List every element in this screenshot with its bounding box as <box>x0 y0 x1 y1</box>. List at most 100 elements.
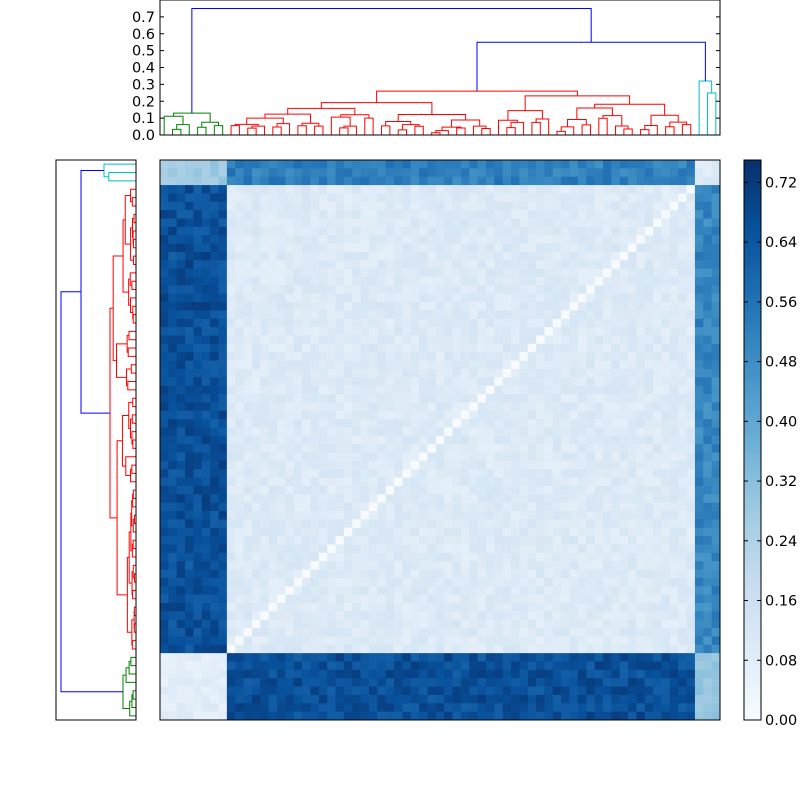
heatmap-cell <box>694 644 704 654</box>
heatmap-cell <box>694 527 704 537</box>
heatmap-cell <box>185 318 194 328</box>
heatmap-cell <box>251 469 261 479</box>
heatmap-cell <box>569 251 579 261</box>
heatmap-cell <box>419 160 428 169</box>
heatmap-cell <box>251 260 261 270</box>
heatmap-cell <box>644 561 654 570</box>
heatmap-cell <box>277 703 286 713</box>
heatmap-cell <box>460 377 470 387</box>
heatmap-cell <box>544 343 554 353</box>
heatmap-cell <box>536 435 545 445</box>
heatmap-cell <box>251 377 261 387</box>
heatmap-cell <box>544 485 554 495</box>
heatmap-cell <box>327 444 336 453</box>
heatmap-cell <box>653 586 662 596</box>
heatmap-cell <box>168 193 178 203</box>
heatmap-cell <box>251 586 261 596</box>
heatmap-cell <box>594 477 604 487</box>
heatmap-cell <box>519 661 529 671</box>
heatmap-cell <box>218 452 228 462</box>
heatmap-cell <box>661 185 671 194</box>
heatmap-cell <box>452 352 462 361</box>
heatmap-cell <box>368 260 378 270</box>
heatmap-cell <box>619 669 629 679</box>
heatmap-cell <box>168 277 178 286</box>
heatmap-cell <box>469 235 479 244</box>
heatmap-cell <box>552 335 562 345</box>
heatmap-cell <box>293 544 303 554</box>
heatmap-cell <box>611 251 621 261</box>
heatmap-cell <box>185 586 194 596</box>
heatmap-cell <box>235 661 244 671</box>
heatmap-cell <box>419 686 428 696</box>
heatmap-cell <box>193 302 203 311</box>
heatmap-cell <box>260 628 270 637</box>
heatmap-cell <box>160 452 169 462</box>
heatmap-cell <box>569 368 579 378</box>
heatmap-cell <box>577 703 587 713</box>
heatmap-cell <box>302 527 311 537</box>
heatmap-cell <box>619 310 629 320</box>
heatmap-cell <box>711 268 721 278</box>
heatmap-cell <box>460 310 470 320</box>
heatmap-cell <box>285 310 295 320</box>
heatmap-cell <box>360 519 370 529</box>
heatmap-cell <box>611 653 621 662</box>
heatmap-cell <box>168 628 178 637</box>
heatmap-cell <box>335 402 345 412</box>
heatmap-cell <box>377 628 387 637</box>
heatmap-cell <box>619 636 629 646</box>
heatmap-cell <box>502 527 512 537</box>
heatmap-cell <box>343 419 353 428</box>
heatmap-cell <box>243 586 253 596</box>
heatmap-cell <box>669 377 679 387</box>
heatmap-cell <box>201 686 211 696</box>
heatmap-cell <box>452 511 462 520</box>
heatmap-cell <box>644 686 654 696</box>
heatmap-cell <box>176 577 186 587</box>
heatmap-cell <box>201 226 211 236</box>
heatmap-cell <box>394 218 403 228</box>
heatmap-cell <box>251 686 261 696</box>
heatmap-cell <box>602 544 612 554</box>
heatmap-cell <box>669 460 679 470</box>
dendrogram-link <box>498 119 518 135</box>
heatmap-cell <box>594 644 604 654</box>
heatmap-cell <box>293 235 303 244</box>
heatmap-cell <box>210 268 219 278</box>
heatmap-cell <box>235 201 244 211</box>
heatmap-cell <box>686 536 696 545</box>
heatmap-cell <box>460 402 470 412</box>
heatmap-cell <box>427 661 437 671</box>
heatmap-cell <box>544 218 554 228</box>
heatmap-cell <box>711 193 721 203</box>
heatmap-cell <box>310 519 320 529</box>
heatmap-cell <box>544 394 554 403</box>
heatmap-cell <box>694 628 704 637</box>
heatmap-cell <box>327 302 336 311</box>
heatmap-cell <box>561 669 570 679</box>
heatmap-cell <box>335 235 345 244</box>
heatmap-cell <box>611 160 621 169</box>
heatmap-cell <box>594 360 604 370</box>
heatmap-cell <box>519 368 529 378</box>
heatmap-cell <box>527 594 537 604</box>
heatmap-cell <box>561 251 570 261</box>
heatmap-cell <box>343 611 353 621</box>
heatmap-cell <box>402 494 412 504</box>
heatmap-cell <box>628 277 637 286</box>
heatmap-cell <box>235 502 244 512</box>
heatmap-cell <box>402 703 412 713</box>
heatmap-cell <box>419 619 428 629</box>
heatmap-cell <box>251 394 261 403</box>
heatmap-cell <box>577 335 587 345</box>
heatmap-cell <box>527 636 537 646</box>
heatmap-cell <box>394 694 403 704</box>
heatmap-cell <box>602 218 612 228</box>
heatmap-cell <box>594 160 604 169</box>
heatmap-cell <box>477 285 487 295</box>
heatmap-cell <box>594 251 604 261</box>
heatmap-cell <box>569 594 579 604</box>
heatmap-cell <box>444 185 453 194</box>
heatmap-cell <box>594 636 604 646</box>
